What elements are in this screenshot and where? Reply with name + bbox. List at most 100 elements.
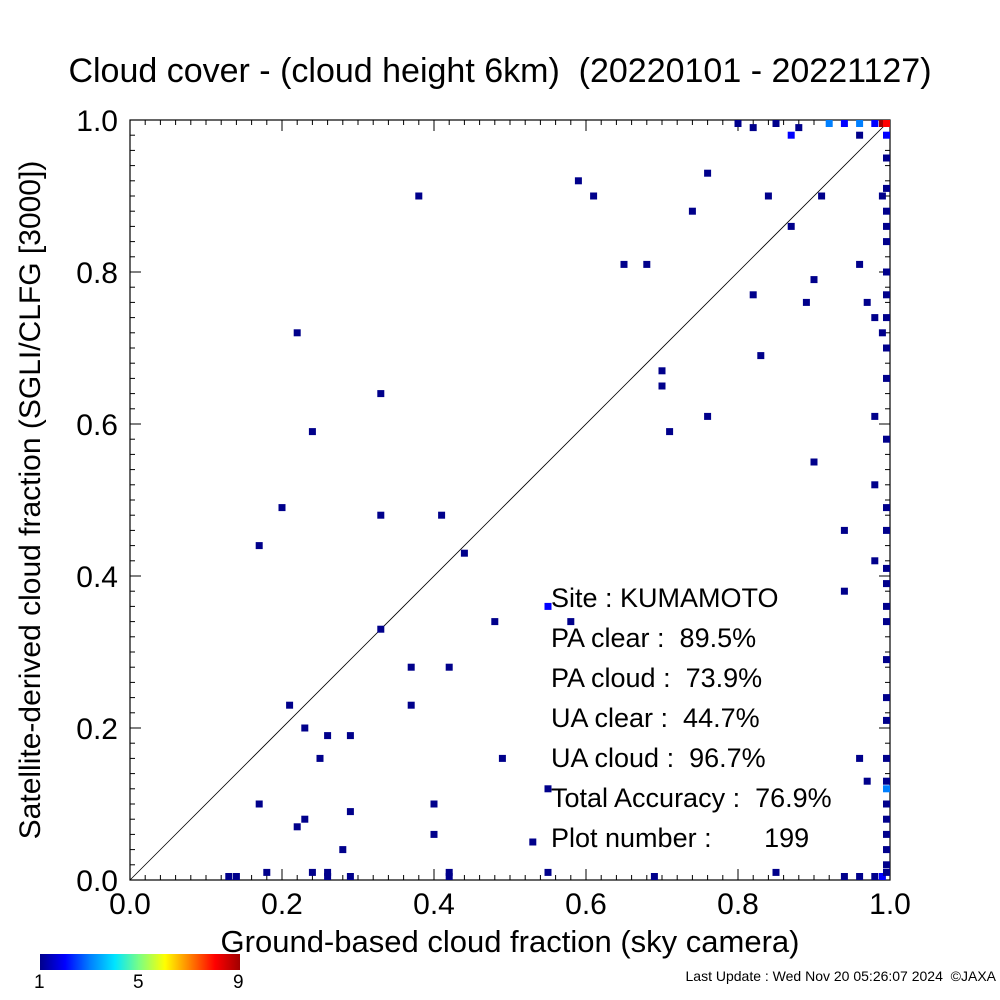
data-point (871, 481, 879, 489)
data-point (871, 412, 879, 420)
stat-total-accuracy: Total Accuracy : 76.9% (551, 783, 832, 813)
x-tick-label: 1.0 (869, 888, 911, 921)
data-point (445, 873, 453, 880)
data-point (544, 785, 552, 793)
data-point (883, 238, 890, 246)
data-point (883, 602, 890, 610)
data-point (757, 352, 765, 360)
data-point (883, 800, 890, 808)
data-point (445, 868, 453, 876)
data-point (883, 184, 890, 192)
data-point (293, 823, 301, 831)
data-point (840, 526, 848, 534)
data-point (810, 276, 818, 284)
data-point (658, 382, 666, 390)
data-point (878, 329, 886, 337)
x-tick-label: 0.6 (565, 888, 607, 921)
data-points (225, 120, 890, 880)
data-point (787, 222, 795, 230)
y-tick-label: 0.8 (76, 257, 118, 290)
colorbar (40, 954, 240, 970)
data-point (878, 873, 886, 880)
data-point (883, 207, 890, 215)
data-point (544, 602, 552, 610)
data-point (734, 120, 742, 127)
data-point (255, 542, 263, 550)
data-point (232, 873, 240, 880)
data-point (883, 564, 890, 572)
data-point (825, 120, 833, 127)
data-point (225, 873, 233, 880)
data-point (544, 868, 552, 876)
data-point (650, 873, 658, 880)
data-point (620, 260, 628, 268)
data-point (856, 260, 864, 268)
data-point (818, 192, 826, 200)
data-point (308, 428, 316, 436)
data-point (883, 815, 890, 823)
data-point (567, 618, 575, 626)
data-point (883, 131, 890, 139)
x-tick-label: 0.0 (109, 888, 151, 921)
data-point (871, 120, 879, 127)
data-point (856, 754, 864, 762)
data-point (301, 724, 309, 732)
data-point (856, 131, 864, 139)
stat-ua-cloud: UA cloud : 96.7% (551, 743, 766, 773)
data-point (377, 390, 385, 398)
data-point (293, 329, 301, 337)
data-point (883, 656, 890, 664)
data-point (263, 868, 271, 876)
data-point (871, 314, 879, 322)
data-point (749, 124, 757, 132)
data-point (445, 663, 453, 671)
x-axis-label: Ground-based cloud fraction (sky camera) (221, 924, 800, 959)
data-point (883, 526, 890, 534)
data-point (883, 580, 890, 588)
data-point (883, 694, 890, 702)
data-point (863, 298, 871, 306)
data-point (688, 207, 696, 215)
diagonal-line (129, 119, 891, 881)
data-point (308, 868, 316, 876)
data-point (795, 124, 803, 132)
data-point (772, 120, 780, 127)
colorbar-min-label: 1 (34, 972, 45, 993)
data-point (407, 663, 415, 671)
stat-site: Site : KUMAMOTO (551, 583, 779, 613)
data-point (704, 169, 712, 177)
y-tick-label: 0.0 (76, 865, 118, 898)
data-point (856, 120, 864, 127)
data-point (324, 868, 332, 876)
data-point (324, 873, 332, 880)
y-tick-label: 0.2 (76, 713, 118, 746)
data-point (883, 268, 890, 276)
data-point (498, 754, 506, 762)
data-point (438, 511, 446, 519)
colorbar-mid-label: 5 (133, 972, 144, 993)
data-point (286, 701, 294, 709)
data-point (840, 120, 848, 127)
data-point (883, 716, 890, 724)
data-point (883, 120, 890, 127)
colorbar-max-label: 9 (233, 972, 244, 993)
data-point (883, 374, 890, 382)
data-point (574, 177, 582, 185)
stat-ua-clear: UA clear : 44.7% (551, 703, 760, 733)
data-point (491, 618, 499, 626)
data-point (764, 192, 772, 200)
data-point (883, 222, 890, 230)
data-point (772, 868, 780, 876)
data-point (883, 344, 890, 352)
stat-pa-clear: PA clear : 89.5% (551, 623, 757, 653)
data-point (643, 260, 651, 268)
y-tick-label: 0.6 (76, 409, 118, 442)
data-point (666, 428, 674, 436)
data-point (658, 367, 666, 375)
y-axis-label: Satellite-derived cloud fraction (SGLI/C… (14, 161, 47, 840)
stat-plot-number: Plot number : 199 (551, 823, 810, 853)
data-point (878, 192, 886, 200)
data-point (255, 800, 263, 808)
data-point (407, 701, 415, 709)
